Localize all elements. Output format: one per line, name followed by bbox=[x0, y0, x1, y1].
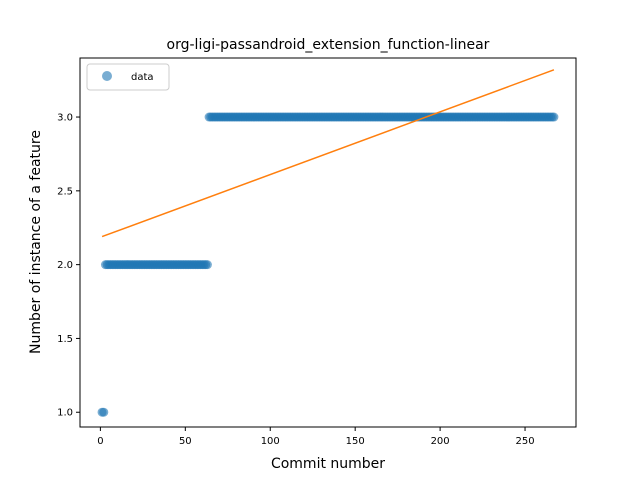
fit-line-group bbox=[101, 69, 555, 238]
x-axis-ticks: 0 50 100 150 200 250 bbox=[97, 427, 535, 447]
x-tick-label: 50 bbox=[179, 436, 192, 447]
legend-box bbox=[86, 63, 170, 91]
y-tick-label: 3.0 bbox=[57, 113, 73, 124]
data-point bbox=[549, 112, 559, 122]
fit-line bbox=[101, 69, 555, 238]
y-tick-label: 1.5 bbox=[57, 334, 73, 345]
x-tick-label: 200 bbox=[431, 436, 450, 447]
legend-marker-data bbox=[102, 71, 112, 81]
x-tick-label: 250 bbox=[515, 436, 534, 447]
data-point bbox=[202, 260, 212, 270]
x-axis-label: Commit number bbox=[271, 456, 385, 472]
chart-title: org-ligi-passandroid_extension_function-… bbox=[167, 37, 490, 53]
x-tick-label: 0 bbox=[97, 436, 103, 447]
x-tick-label: 150 bbox=[346, 436, 365, 447]
legend: data bbox=[86, 63, 170, 91]
plot-frame bbox=[79, 57, 577, 428]
y-axis-label: Number of instance of a feature bbox=[28, 130, 44, 354]
legend-label-data: data bbox=[131, 72, 154, 83]
scatter-points bbox=[97, 112, 559, 417]
y-tick-label: 2.5 bbox=[57, 186, 73, 197]
y-tick-label: 1.0 bbox=[57, 408, 73, 419]
data-point bbox=[99, 407, 109, 417]
y-axis-ticks: 1.0 1.5 2.0 2.5 3.0 bbox=[57, 113, 80, 419]
x-tick-label: 100 bbox=[261, 436, 280, 447]
y-tick-label: 2.0 bbox=[57, 260, 73, 271]
